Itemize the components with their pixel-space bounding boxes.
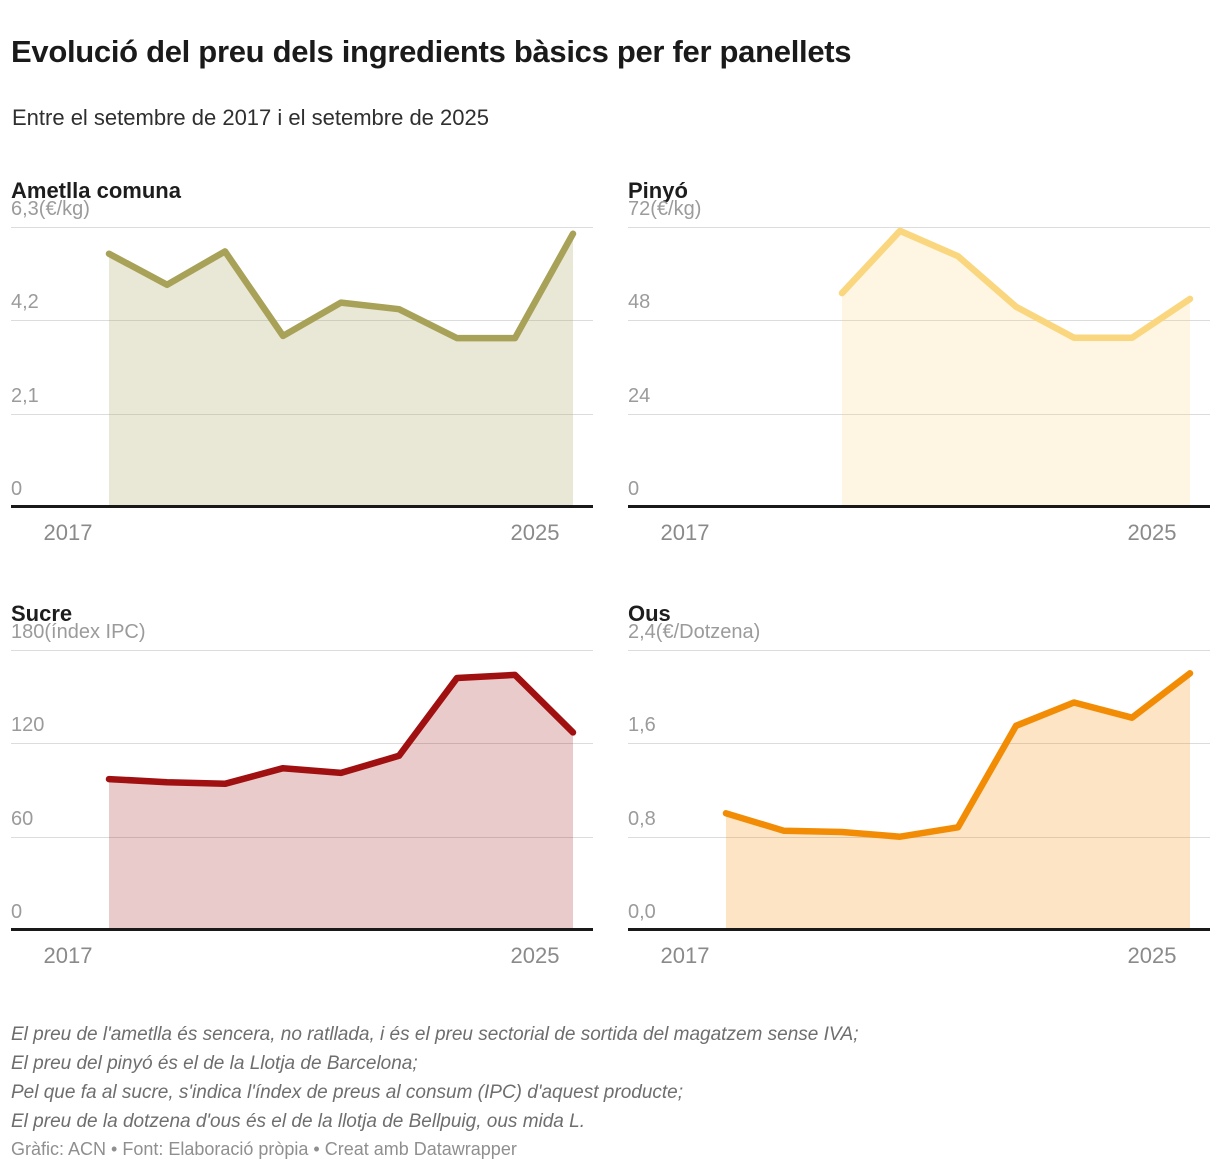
- price-line: [722, 670, 1194, 840]
- x-tick-label: 2025: [510, 943, 560, 968]
- footnote-line: El preu de la dotzena d'ous és el de la …: [11, 1111, 585, 1132]
- panel-title: Ametlla comuna: [11, 178, 181, 203]
- series-ous: [722, 670, 1194, 930]
- x-tick-label: 2017: [43, 943, 93, 968]
- y-tick-label: 60: [11, 807, 34, 830]
- gridline: [628, 743, 1210, 745]
- gridline: [628, 836, 1210, 838]
- area-fill: [109, 233, 573, 507]
- plot-area: 0 24 48 72(€/kg) 2017 2025: [628, 198, 1210, 545]
- chart-panel-ous: Ous 0,0 0,8 1,6 2,4(€/Dotzena) 2017 2025: [628, 577, 1210, 989]
- y-tick-label: 1,6: [628, 714, 656, 737]
- x-tick-label: 2025: [1127, 520, 1177, 545]
- gridline: [11, 836, 593, 838]
- footnote-line: Pel que fa al sucre, s'indica l'índex de…: [11, 1082, 684, 1103]
- x-tick-label: 2025: [1127, 943, 1177, 968]
- y-axis-max-unit-label: 2,4(€/Dotzena): [628, 621, 761, 643]
- y-tick-label: 4,2: [11, 291, 39, 314]
- gridline: [11, 413, 593, 415]
- y-tick-label: 0: [11, 478, 23, 500]
- gridline: [11, 320, 593, 322]
- panel-title: Sucre: [11, 601, 73, 626]
- footnotes: El preu de l'ametlla és sencera, no ratl…: [11, 1020, 1206, 1136]
- gridline: [11, 227, 593, 228]
- y-tick-label: 48: [628, 291, 651, 314]
- price-line: [105, 671, 577, 788]
- footnote-line: El preu del pinyó és el de la Llotja de …: [11, 1053, 418, 1074]
- chart-panel-pinyo: Pinyó 0 24 48 72(€/kg) 2017 2025: [628, 154, 1210, 566]
- plot-area: 0 60 120 180(índex IPC) 2017 2025: [11, 621, 593, 968]
- attribution-line: Gràfic: ACN • Font: Elaboració pròpia • …: [11, 1139, 517, 1159]
- gridline: [628, 650, 1210, 651]
- panel-title: Pinyó: [628, 178, 688, 203]
- gridline: [11, 650, 593, 651]
- x-tick-label: 2017: [660, 520, 710, 545]
- y-tick-label: 0,8: [628, 807, 656, 830]
- y-axis-max-unit-label: 72(€/kg): [628, 198, 702, 220]
- y-tick-label: 0: [11, 901, 23, 923]
- x-axis-baseline: [628, 928, 1210, 931]
- x-axis-baseline: [11, 505, 593, 508]
- y-axis-max-unit-label: 6,3(€/kg): [11, 198, 90, 220]
- chart-panel-sucre: Sucre 0 60 120 180(índex IPC) 2017 2025: [11, 577, 593, 989]
- x-tick-label: 2025: [510, 520, 560, 545]
- chart-panel-ametlla: Ametlla comuna 0 2,1 4,2 6,3(€/kg) 2017 2025: [11, 154, 593, 566]
- gridline: [11, 743, 593, 745]
- series-ametlla-comuna: [105, 230, 577, 507]
- y-tick-label: 120: [11, 714, 45, 737]
- footnote-line: El preu de l'ametlla és sencera, no ratl…: [11, 1024, 859, 1045]
- area-fill: [109, 674, 573, 930]
- y-tick-label: 2,1: [11, 384, 39, 407]
- page-subtitle: Entre el setembre de 2017 i el setembre …: [12, 105, 489, 130]
- x-axis-baseline: [628, 505, 1210, 508]
- y-tick-label: 0: [628, 478, 640, 500]
- plot-area: 0 2,1 4,2 6,3(€/kg) 2017 2025: [11, 198, 593, 545]
- x-tick-label: 2017: [660, 943, 710, 968]
- price-line: [105, 230, 577, 342]
- area-fill: [726, 673, 1190, 930]
- plot-area: 0,0 0,8 1,6 2,4(€/Dotzena) 2017 2025: [628, 621, 1210, 968]
- gridline: [628, 227, 1210, 228]
- gridline: [628, 320, 1210, 322]
- series-pinyo: [838, 227, 1194, 507]
- x-tick-label: 2017: [43, 520, 93, 545]
- page-title: Evolució del preu dels ingredients bàsic…: [11, 33, 852, 69]
- y-axis-max-unit-label: 180(índex IPC): [11, 621, 146, 643]
- x-axis-baseline: [11, 928, 593, 931]
- price-line: [838, 227, 1194, 342]
- y-tick-label: 0,0: [628, 901, 656, 923]
- gridline: [628, 413, 1210, 415]
- area-fill: [842, 230, 1190, 507]
- panel-title: Ous: [628, 601, 671, 626]
- y-tick-label: 24: [628, 384, 651, 407]
- series-sucre: [105, 671, 577, 930]
